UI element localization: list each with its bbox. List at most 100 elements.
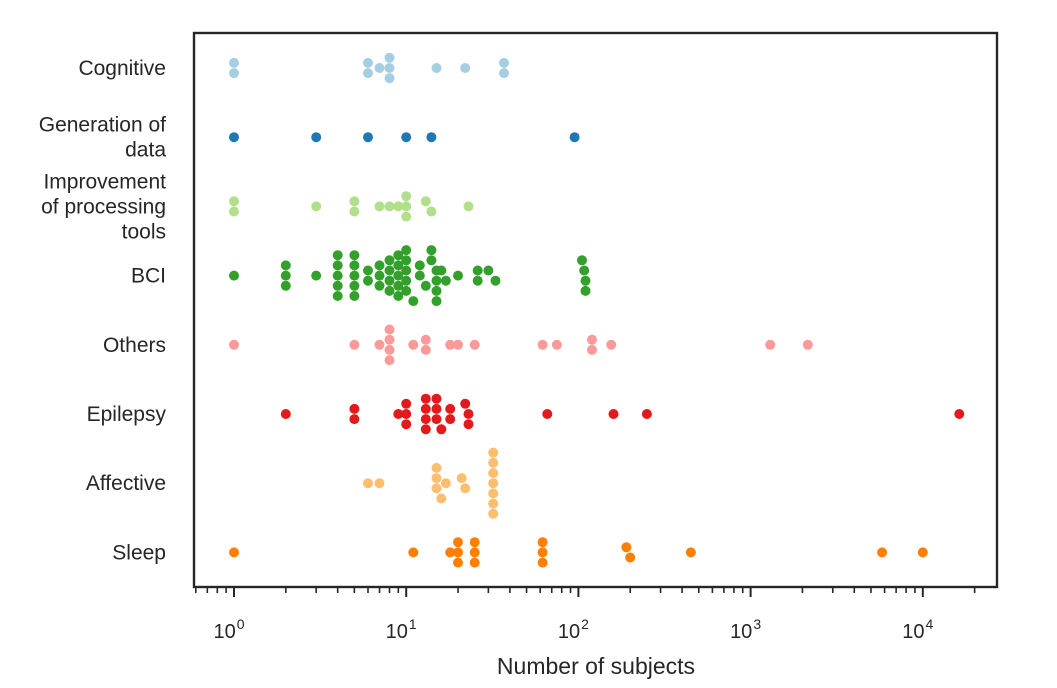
data-point (229, 57, 239, 68)
data-point (311, 270, 322, 281)
data-point (349, 206, 360, 217)
data-point (426, 255, 437, 266)
data-point (499, 57, 509, 68)
x-tick-label: 104 (902, 616, 933, 643)
data-point (384, 63, 395, 73)
data-point (431, 63, 442, 73)
data-point (420, 334, 431, 345)
category-label: tools (122, 220, 166, 243)
data-point (349, 196, 360, 207)
category-label: Sleep (112, 541, 166, 564)
data-point (569, 132, 580, 143)
x-tick-label: 101 (386, 616, 417, 643)
data-point (311, 132, 322, 143)
category-label: Affective (86, 472, 166, 495)
x-axis-ticks (194, 587, 976, 597)
category-label: BCI (131, 265, 166, 288)
data-point (431, 473, 442, 484)
data-point (431, 414, 442, 425)
data-point (488, 478, 499, 489)
data-point (401, 409, 412, 419)
data-point (349, 291, 360, 301)
data-point (420, 414, 431, 425)
x-tick-label: 102 (558, 616, 589, 643)
data-point (488, 488, 499, 499)
data-point (363, 478, 373, 489)
data-point (332, 250, 343, 261)
category-label: of processing (41, 195, 166, 218)
data-point (384, 324, 395, 335)
data-point (587, 344, 597, 355)
data-point (453, 557, 463, 568)
data-point (280, 270, 291, 281)
data-point (332, 270, 343, 281)
data-point (877, 547, 888, 558)
data-point (440, 275, 451, 286)
data-point (384, 355, 395, 366)
x-tick-label: 100 (213, 616, 244, 643)
data-point (685, 547, 696, 558)
data-point (453, 339, 463, 350)
data-point (490, 275, 501, 286)
data-point (401, 419, 412, 430)
data-point (453, 270, 463, 281)
data-point (954, 409, 965, 419)
data-point (420, 403, 431, 414)
data-point (625, 552, 636, 563)
data-point (408, 547, 419, 558)
data-point (349, 270, 360, 281)
data-point (580, 285, 591, 296)
data-point (469, 547, 480, 558)
data-point (229, 196, 239, 207)
data-point (537, 339, 548, 350)
data-point (363, 275, 373, 286)
data-point (374, 280, 385, 291)
data-point (384, 201, 395, 212)
data-point (420, 280, 431, 291)
data-point (488, 498, 499, 509)
data-point (537, 547, 548, 558)
data-point (463, 419, 474, 430)
data-point (436, 493, 447, 504)
data-point (431, 462, 442, 473)
data-point (363, 265, 373, 276)
data-point (349, 414, 360, 425)
data-point (460, 63, 471, 73)
data-point (374, 201, 385, 212)
data-point (472, 265, 483, 276)
data-point (408, 339, 419, 350)
data-point (765, 339, 776, 350)
data-point (384, 52, 395, 63)
data-point (349, 339, 360, 350)
category-label: Cognitive (78, 57, 166, 80)
data-point (431, 403, 442, 414)
data-point (488, 468, 499, 478)
data-point (420, 424, 431, 435)
data-point (463, 409, 474, 419)
data-point (499, 68, 509, 79)
data-point (488, 447, 499, 458)
data-point (229, 68, 239, 79)
data-point (472, 275, 483, 286)
data-point (384, 285, 395, 296)
data-point (456, 473, 467, 484)
data-point (445, 547, 456, 558)
data-point (401, 285, 412, 296)
data-point (349, 260, 360, 271)
data-point (332, 280, 343, 291)
data-point (229, 339, 239, 350)
data-point (393, 260, 404, 271)
data-point (363, 57, 373, 68)
data-point (577, 255, 587, 266)
data-point (401, 201, 412, 212)
data-point (349, 250, 360, 261)
data-point (332, 291, 343, 301)
data-point (311, 201, 322, 212)
data-point (460, 398, 471, 409)
data-point (488, 508, 499, 519)
data-point (384, 265, 395, 276)
data-point (436, 265, 447, 276)
data-point (551, 339, 562, 350)
